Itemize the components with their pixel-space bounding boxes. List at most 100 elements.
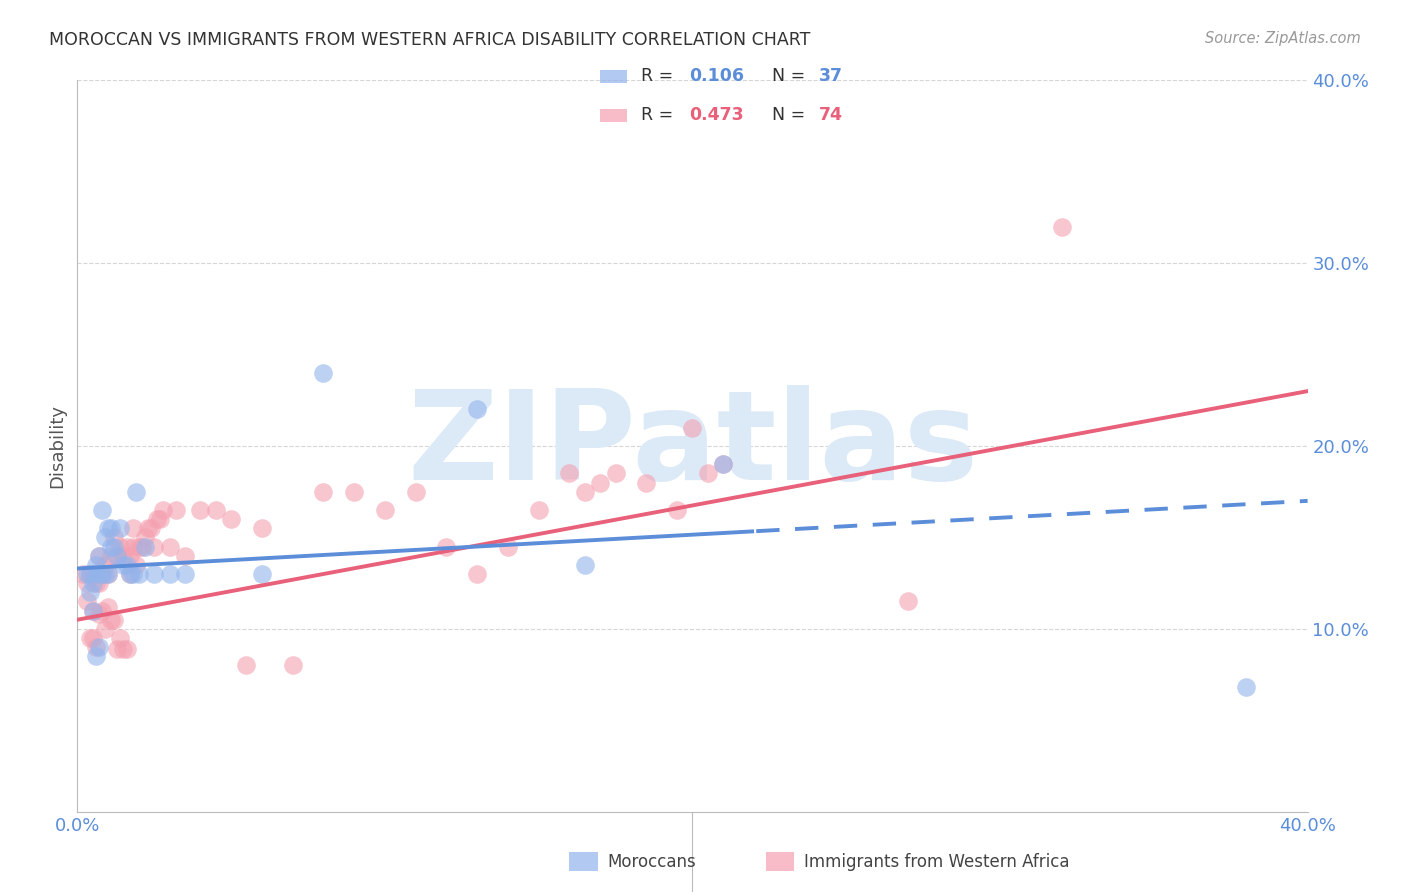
- Point: [118, 567, 141, 582]
- Point: [94, 622, 117, 636]
- Text: 37: 37: [818, 68, 842, 86]
- Point: [94, 558, 117, 572]
- Text: Source: ZipAtlas.com: Source: ZipAtlas.com: [1205, 31, 1361, 46]
- Point: [103, 540, 125, 554]
- Point: [897, 594, 920, 608]
- Point: [146, 512, 169, 526]
- Point: [84, 640, 107, 655]
- Point: [636, 475, 658, 490]
- Point: [87, 640, 110, 655]
- Point: [84, 567, 107, 582]
- Point: [76, 567, 98, 582]
- Point: [465, 402, 488, 417]
- Point: [188, 503, 212, 517]
- Point: [100, 549, 122, 563]
- Point: [204, 503, 226, 517]
- Text: 0.106: 0.106: [689, 68, 744, 86]
- Point: [84, 558, 107, 572]
- Point: [574, 558, 596, 572]
- Point: [79, 567, 101, 582]
- Point: [558, 467, 581, 481]
- Point: [84, 567, 107, 582]
- Point: [84, 649, 107, 664]
- Text: Immigrants from Western Africa: Immigrants from Western Africa: [804, 853, 1070, 871]
- Point: [136, 521, 159, 535]
- Point: [82, 603, 104, 617]
- Point: [79, 631, 101, 645]
- Point: [115, 540, 138, 554]
- Point: [115, 558, 138, 572]
- Point: [97, 567, 120, 582]
- Point: [281, 658, 304, 673]
- Point: [682, 421, 704, 435]
- Point: [103, 613, 125, 627]
- Point: [76, 594, 98, 608]
- Text: 74: 74: [818, 106, 842, 124]
- Point: [84, 576, 107, 591]
- Text: N =: N =: [772, 106, 811, 124]
- Point: [1234, 681, 1257, 695]
- Point: [110, 540, 132, 554]
- Point: [121, 540, 143, 554]
- Text: R =: R =: [641, 68, 679, 86]
- Point: [312, 366, 335, 380]
- Point: [87, 576, 110, 591]
- Point: [82, 576, 104, 591]
- Point: [405, 484, 427, 499]
- Point: [143, 567, 166, 582]
- Y-axis label: Disability: Disability: [48, 404, 66, 488]
- Point: [110, 631, 132, 645]
- Point: [94, 567, 117, 582]
- Point: [118, 567, 141, 582]
- Point: [82, 567, 104, 582]
- Point: [100, 540, 122, 554]
- Point: [527, 503, 550, 517]
- Text: Moroccans: Moroccans: [607, 853, 696, 871]
- Point: [174, 549, 197, 563]
- Point: [143, 540, 166, 554]
- Point: [87, 549, 110, 563]
- Point: [250, 567, 273, 582]
- Point: [90, 603, 114, 617]
- Point: [90, 503, 114, 517]
- Point: [374, 503, 396, 517]
- Point: [134, 530, 156, 544]
- Point: [496, 540, 519, 554]
- Point: [90, 567, 114, 582]
- Point: [79, 585, 101, 599]
- Point: [666, 503, 689, 517]
- Point: [87, 549, 110, 563]
- Text: ZIPatlas: ZIPatlas: [406, 385, 979, 507]
- Point: [711, 458, 734, 472]
- Point: [149, 512, 172, 526]
- Point: [1050, 219, 1073, 234]
- Point: [465, 567, 488, 582]
- Point: [159, 540, 181, 554]
- Point: [574, 484, 596, 499]
- Point: [97, 599, 120, 614]
- Text: N =: N =: [772, 68, 811, 86]
- Point: [141, 521, 163, 535]
- Point: [250, 521, 273, 535]
- Text: R =: R =: [641, 106, 679, 124]
- Point: [76, 576, 98, 591]
- Point: [131, 540, 153, 554]
- Text: 0.473: 0.473: [689, 106, 744, 124]
- Point: [125, 484, 148, 499]
- Point: [343, 484, 366, 499]
- Point: [711, 458, 734, 472]
- Point: [100, 521, 122, 535]
- Point: [94, 530, 117, 544]
- Text: MOROCCAN VS IMMIGRANTS FROM WESTERN AFRICA DISABILITY CORRELATION CHART: MOROCCAN VS IMMIGRANTS FROM WESTERN AFRI…: [49, 31, 811, 49]
- FancyBboxPatch shape: [600, 70, 627, 83]
- Point: [165, 503, 187, 517]
- Point: [118, 549, 141, 563]
- Point: [112, 558, 135, 572]
- Point: [128, 540, 150, 554]
- Point: [159, 567, 181, 582]
- Point: [589, 475, 612, 490]
- Point: [121, 521, 143, 535]
- Point: [100, 613, 122, 627]
- Point: [121, 567, 143, 582]
- Point: [112, 642, 135, 657]
